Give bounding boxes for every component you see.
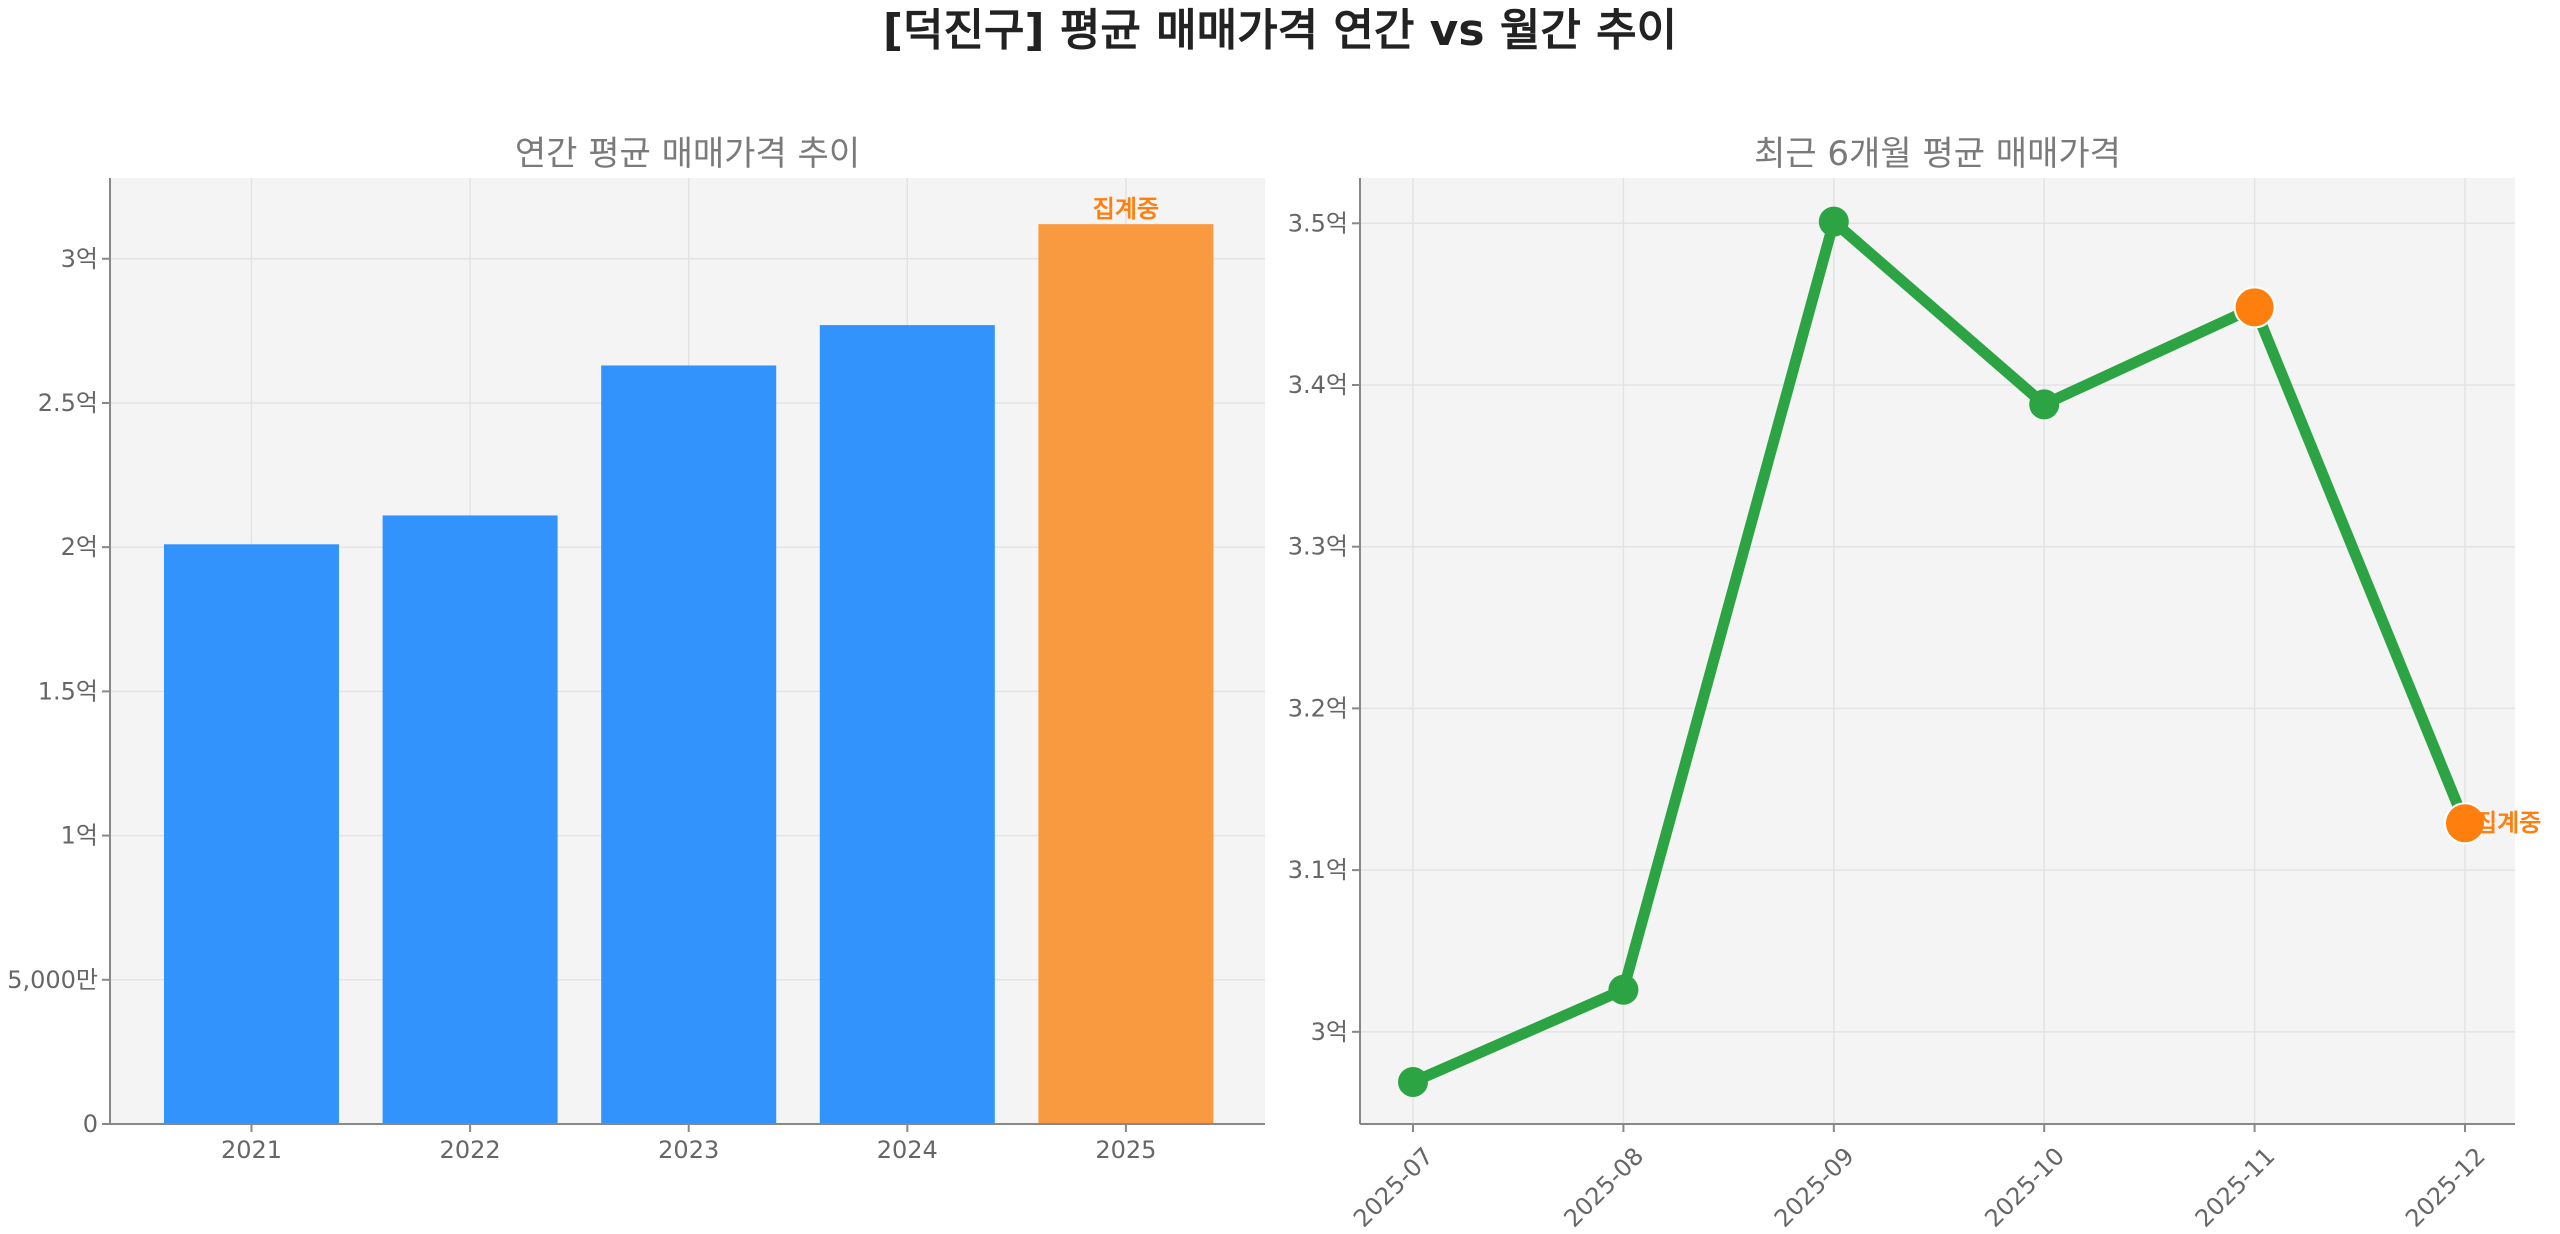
bar-y-tick-label: 0: [83, 1110, 98, 1138]
line-x-tick-label: 2025-10: [1979, 1142, 2070, 1233]
line-chart-title: 최근 6개월 평균 매매가격: [1754, 134, 2121, 174]
line-point-2025-08: [1608, 974, 1639, 1005]
bar-y-tick-label: 1억: [61, 822, 98, 850]
bar-y-tick-label: 5,000만: [7, 966, 98, 994]
bar-y-tick-label: 3억: [61, 245, 98, 273]
bar-chart-title: 연간 평균 매매가격 추이: [515, 134, 860, 174]
line-point-2025-07: [1398, 1066, 1428, 1097]
bar-2021: [164, 544, 339, 1124]
line-y-tick-label: 3.4억: [1288, 371, 1348, 399]
line-y-tick-label: 3.5억: [1288, 209, 1348, 237]
line-series: [1407, 216, 2471, 1088]
line-point-2025-09: [1818, 206, 1849, 237]
bar-y-tick-label: 2.5억: [38, 389, 98, 417]
line-y-tick-label: 3.2억: [1288, 694, 1348, 722]
line-x-tick-label: 2025-11: [2190, 1142, 2281, 1233]
line-y-tick-label: 3억: [1311, 1018, 1348, 1046]
main-title: [덕진구] 평균 매매가격 연간 vs 월간 추이: [882, 5, 1678, 56]
bar-x-tick-label: 2025: [1095, 1136, 1156, 1164]
bar-2024: [819, 325, 995, 1125]
bar-x-tick-label: 2022: [440, 1136, 501, 1164]
line-x-tick-label: 2025-09: [1769, 1142, 1860, 1233]
line-annotation: 집계중: [2475, 809, 2541, 837]
line-x-tick-label: 2025-08: [1559, 1142, 1650, 1233]
bar-y-tick-label: 2억: [61, 533, 98, 561]
line-y-tick-label: 3.1억: [1288, 856, 1348, 884]
bar-x-tick-label: 2024: [877, 1136, 938, 1164]
bar-2025: [1038, 224, 1214, 1124]
line-y-tick-label: 3.3억: [1288, 533, 1348, 561]
line-x-tick-label: 2025-12: [2400, 1142, 2491, 1233]
line-x-tick-label: 2025-07: [1348, 1142, 1439, 1233]
bar-y-tick-label: 1.5억: [38, 677, 98, 705]
bar-2022: [382, 515, 558, 1124]
bar-x-tick-label: 2021: [221, 1136, 282, 1164]
line-plot-area: [1360, 178, 2515, 1124]
bar-annotation: 집계중: [1093, 195, 1159, 223]
bar-x-tick-label: 2023: [658, 1136, 719, 1164]
bar-2023: [601, 365, 777, 1125]
line-point-2025-12: [2444, 802, 2486, 845]
line-point-2025-10: [2029, 389, 2060, 420]
line-point-2025-11: [2233, 286, 2276, 329]
